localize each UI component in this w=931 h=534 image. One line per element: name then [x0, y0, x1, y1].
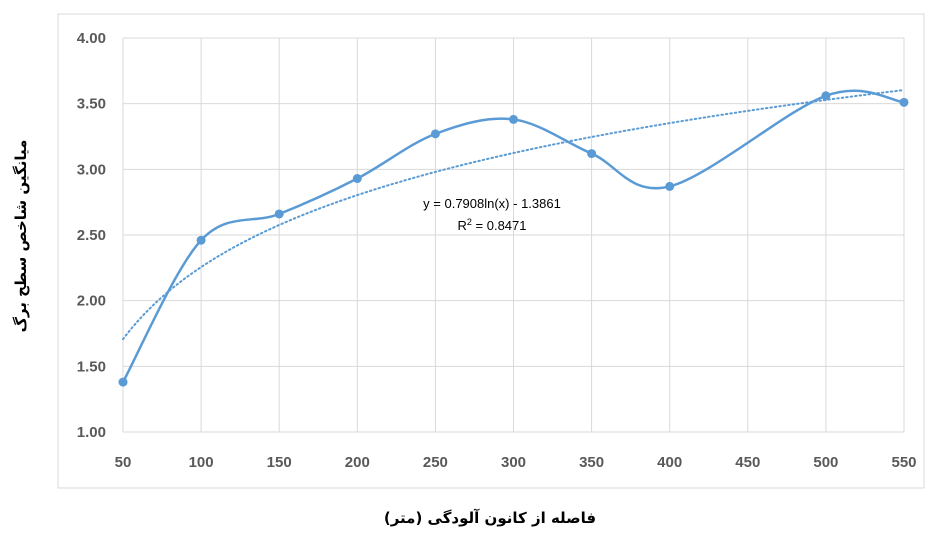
series-line	[121, 89, 905, 383]
y-axis-title: میانگین شاخص سطح برگ	[12, 140, 30, 333]
x-tick-label: 350	[579, 454, 604, 471]
x-tick-label: 50	[115, 454, 132, 471]
data-point	[352, 174, 362, 184]
y-tick-label: 2.00	[77, 293, 106, 310]
x-tick-labels: 50 100 150 200 250 300 350 400 450 500 550	[115, 454, 917, 471]
y-tick-label: 1.00	[77, 424, 106, 441]
data-point	[587, 149, 597, 159]
x-tick-label: 200	[345, 454, 370, 471]
data-point	[899, 97, 909, 107]
y-tick-label: 3.00	[77, 161, 106, 178]
trendline	[122, 89, 905, 341]
x-tick-label: 450	[735, 454, 760, 471]
x-axis-title: فاصله از کانون آلودگی (متر)	[384, 509, 596, 527]
data-point	[509, 114, 518, 124]
x-tick-label: 300	[501, 454, 526, 471]
x-tick-label: 550	[891, 454, 916, 471]
y-tick-label: 3.50	[77, 96, 106, 113]
y-tick-label: 1.50	[77, 358, 106, 375]
data-point	[665, 181, 675, 191]
trendline-r-squared: R2 = 0.8471	[458, 217, 527, 233]
data-point	[196, 235, 206, 245]
y-tick-label: 4.00	[77, 30, 106, 47]
data-point	[430, 129, 440, 139]
x-tick-label: 500	[813, 454, 838, 471]
data-point	[118, 377, 128, 387]
x-tick-label: 250	[423, 454, 448, 471]
x-tick-label: 150	[267, 454, 292, 471]
r2-value: = 0.8471	[472, 218, 527, 233]
data-point	[821, 91, 831, 101]
r2-exponent: 2	[467, 217, 472, 227]
x-tick-label: 400	[657, 454, 682, 471]
data-points	[118, 91, 909, 387]
trendline-equation: y = 0.7908ln(x) - 1.3861	[423, 196, 561, 211]
gridlines	[122, 37, 905, 433]
r2-prefix: R	[458, 218, 467, 233]
chart-frame	[57, 13, 925, 489]
x-tick-label: 100	[189, 454, 214, 471]
data-point	[274, 209, 284, 219]
y-tick-labels: 1.00 1.50 2.00 2.50 3.00 3.50 4.00	[77, 30, 106, 441]
y-tick-label: 2.50	[77, 227, 106, 244]
